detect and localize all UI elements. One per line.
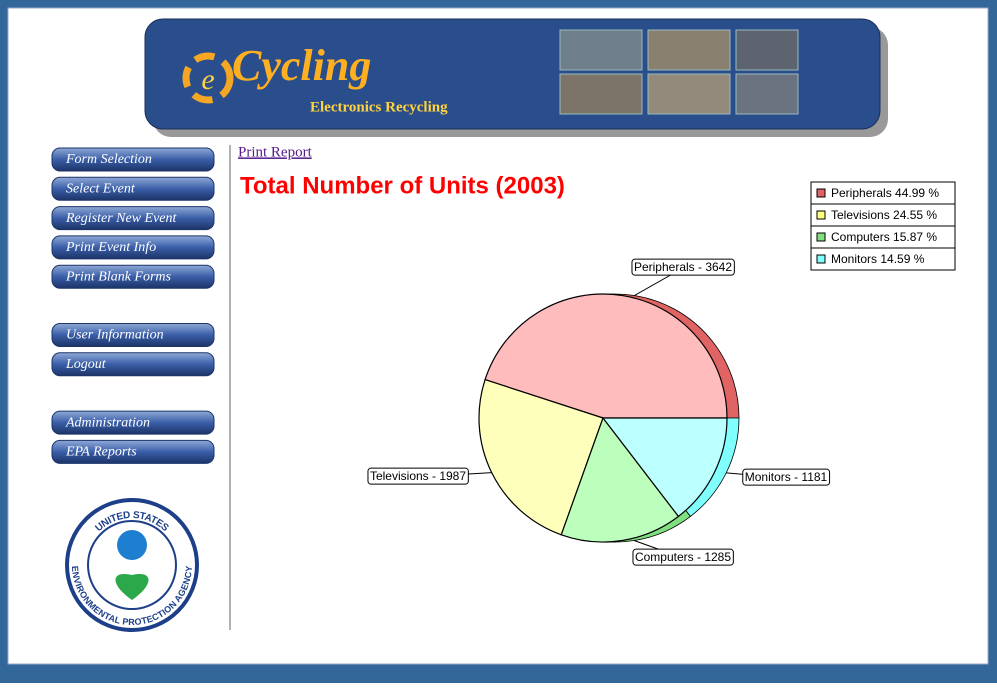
logo-subtitle: Electronics Recycling [310,99,448,115]
data-label: Televisions - 1987 [370,469,466,483]
data-label: Peripherals - 3642 [634,260,732,274]
photo [736,30,798,70]
nav-button-label[interactable]: Select Event [66,182,136,197]
photo [736,74,798,114]
legend-swatch [817,189,825,197]
nav-button[interactable]: Print Blank Forms [52,265,214,288]
legend-label: Computers 15.87 % [831,230,937,244]
data-label: Computers - 1285 [635,550,731,564]
nav-button[interactable]: Select Event [52,177,214,200]
page: e Cycling Electronics Recycling Form Sel… [0,0,997,683]
nav-button[interactable]: Logout [52,353,214,376]
nav-button[interactable]: Administration [52,411,214,434]
print-report-link[interactable]: Print Report [238,144,313,160]
nav-button[interactable]: User Information [52,324,214,347]
nav-button[interactable]: Form Selection [52,148,214,171]
nav-button-label[interactable]: User Information [66,328,164,343]
nav-button-label[interactable]: Print Event Info [65,240,156,255]
nav-button-label[interactable]: Logout [65,357,107,372]
photo [648,74,730,114]
legend-label: Peripherals 44.99 % [831,186,939,200]
legend-label: Monitors 14.59 % [831,252,925,266]
nav-button[interactable]: EPA Reports [52,440,214,463]
screen: e Cycling Electronics Recycling Form Sel… [0,0,997,683]
logo-text: Cycling [232,41,371,90]
legend-swatch [817,211,825,219]
epa-seal: UNITED STATES ENVIRONMENTAL PROTECTION A… [67,500,197,630]
photo [560,30,642,70]
nav-button-label[interactable]: Administration [65,415,150,430]
nav-button-label[interactable]: Register New Event [65,211,178,226]
data-label: Monitors - 1181 [745,470,828,484]
nav-button-label[interactable]: Print Blank Forms [65,269,172,284]
logo-letter: e [201,63,214,96]
legend-swatch [817,233,825,241]
legend-label: Televisions 24.55 % [831,208,937,222]
nav-button[interactable]: Print Event Info [52,236,214,259]
photo [560,74,642,114]
chart-title: Total Number of Units (2003) [240,172,565,199]
nav-button[interactable]: Register New Event [52,207,214,230]
nav-button-label[interactable]: EPA Reports [65,445,137,460]
legend-swatch [817,255,825,263]
nav-button-label[interactable]: Form Selection [65,152,152,167]
photo [648,30,730,70]
